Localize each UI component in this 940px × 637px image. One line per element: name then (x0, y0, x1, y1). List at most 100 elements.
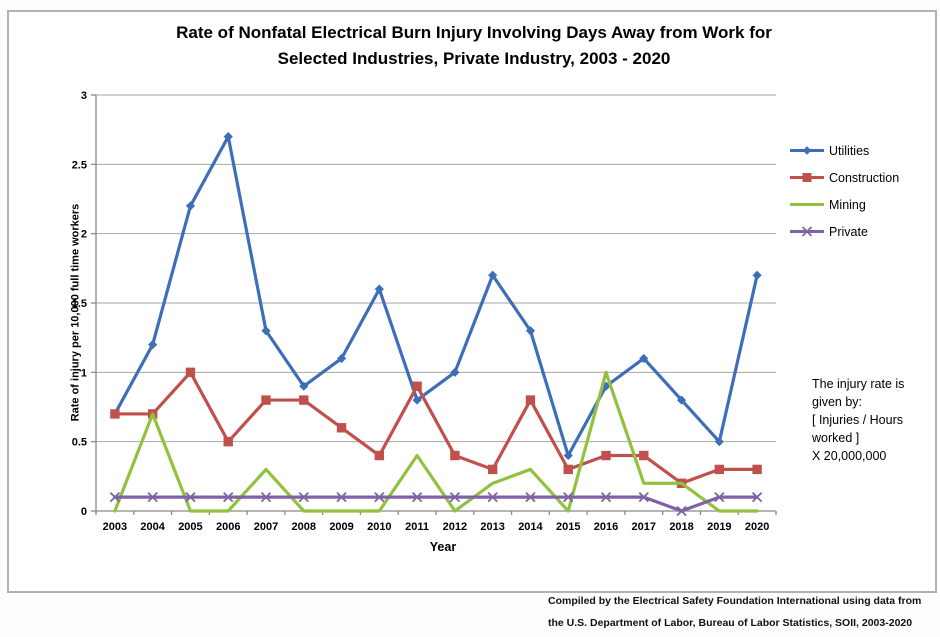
x-tick-label: 2011 (405, 521, 429, 533)
data-point-utilities (639, 353, 649, 364)
series-line-private (113, 495, 759, 513)
data-point-private (185, 491, 196, 503)
y-tick-label: 0 (81, 506, 87, 518)
legend-item-construction: Construction (788, 164, 899, 191)
series-line-mining (113, 370, 759, 513)
data-point-private (298, 491, 309, 503)
chart-title: Rate of Nonfatal Electrical Burn Injury … (79, 20, 869, 72)
data-point-utilities (185, 201, 196, 211)
x-tick-label: 2019 (707, 521, 731, 533)
chart-title-line2: Selected Industries, Private Industry, 2… (277, 49, 671, 68)
x-tick-label: 2014 (518, 521, 543, 533)
data-point-utilities (261, 326, 271, 336)
x-tick-label: 2010 (367, 521, 391, 533)
data-point-utilities (223, 132, 233, 142)
rate-formula-note: The injury rate is given by: [ Injuries … (812, 377, 905, 463)
chart-title-line1: Rate of Nonfatal Electrical Burn Injury … (176, 23, 772, 42)
x-tick-label: 2007 (254, 521, 278, 533)
data-point-utilities (412, 395, 422, 405)
data-point-private (525, 491, 536, 503)
y-tick-label: 3 (81, 90, 87, 102)
data-point-private (676, 505, 687, 517)
data-point-private (449, 491, 461, 503)
data-point-private (411, 491, 423, 503)
data-point-private (638, 491, 649, 503)
chart-plot: 0 0.5 1 1.5 2 2.5 3 2003 2004 2005 2006 2007 2008 200… (72, 90, 777, 533)
data-point-private (147, 491, 158, 503)
x-tick-label: 2008 (292, 521, 316, 533)
data-point-private (109, 491, 121, 503)
legend-item-utilities: Utilities (788, 137, 899, 164)
series-line-utilities (113, 135, 759, 458)
chart-canvas: Rate of Nonfatal Electrical Burn Injury … (7, 10, 937, 593)
chart-legend: Utilities Construction Mining Private (788, 137, 899, 245)
data-point-utilities (601, 381, 611, 391)
data-point-utilities (374, 284, 384, 294)
data-point-construction (374, 450, 385, 461)
legend-label-construction: Construction (829, 170, 900, 185)
x-axis-title: Year (429, 540, 457, 554)
data-point-utilities (336, 353, 347, 364)
data-point-utilities (525, 326, 536, 336)
data-point-construction (299, 395, 309, 405)
legend-swatch-private (790, 226, 824, 237)
data-point-private (487, 491, 498, 503)
data-point-utilities (299, 381, 309, 391)
data-point-private (260, 491, 272, 503)
data-point-construction (525, 395, 536, 405)
data-point-utilities (148, 340, 158, 350)
data-point-construction (223, 436, 233, 447)
y-tick-label: 1.5 (72, 298, 87, 310)
x-tick-label: 2009 (329, 521, 353, 533)
data-point-construction (601, 450, 611, 461)
data-point-construction (714, 464, 725, 475)
data-point-construction (487, 464, 498, 475)
y-tick-label: 0.5 (72, 437, 87, 449)
source-attribution: Compiled by the Electrical Safety Founda… (548, 590, 928, 634)
legend-label-utilities: Utilities (829, 143, 870, 158)
data-point-construction (450, 450, 460, 461)
data-point-construction (110, 409, 120, 419)
data-point-construction (261, 395, 271, 405)
series-line-construction (113, 370, 759, 485)
x-tick-label: 2015 (556, 521, 580, 533)
y-tick-label: 2 (81, 229, 87, 241)
data-point-utilities (563, 450, 573, 461)
data-point-private (714, 491, 725, 503)
data-point-private (600, 491, 612, 503)
x-tick-label: 2017 (632, 521, 656, 533)
x-tick-label: 2004 (140, 521, 165, 533)
data-point-construction (639, 450, 649, 461)
data-point-private (336, 491, 347, 503)
data-point-private (751, 491, 763, 503)
y-tick-label: 2.5 (72, 159, 87, 171)
data-point-utilities (714, 437, 724, 447)
x-tick-label: 2013 (480, 521, 504, 533)
data-point-utilities (450, 367, 460, 377)
x-tick-label: 2018 (669, 521, 693, 533)
y-tick-label: 1 (81, 367, 87, 379)
data-point-construction (563, 464, 573, 475)
source-attribution-line2: the U.S. Department of Labor, Bureau of … (548, 617, 913, 629)
data-point-private (563, 491, 574, 503)
legend-label-private: Private (829, 224, 868, 239)
source-attribution-line1: Compiled by the Electrical Safety Founda… (548, 595, 922, 607)
data-point-construction (412, 381, 422, 391)
x-tick-label: 2016 (594, 521, 618, 533)
legend-swatch-mining (790, 203, 824, 206)
data-point-private (374, 491, 385, 503)
data-point-utilities (676, 395, 687, 405)
legend-item-mining: Mining (788, 191, 899, 218)
y-axis-title: Rate of injury per 10,000 full time work… (69, 203, 82, 422)
data-point-private (223, 491, 234, 503)
legend-item-private: Private (788, 218, 899, 245)
data-point-construction (752, 464, 762, 475)
legend-swatch-utilities (790, 146, 824, 155)
x-tick-label: 2020 (745, 521, 769, 533)
data-point-construction (336, 423, 347, 433)
x-tick-label: 2003 (103, 521, 127, 533)
legend-label-mining: Mining (829, 197, 866, 212)
legend-swatch-construction (790, 173, 824, 182)
data-point-construction (185, 367, 196, 378)
